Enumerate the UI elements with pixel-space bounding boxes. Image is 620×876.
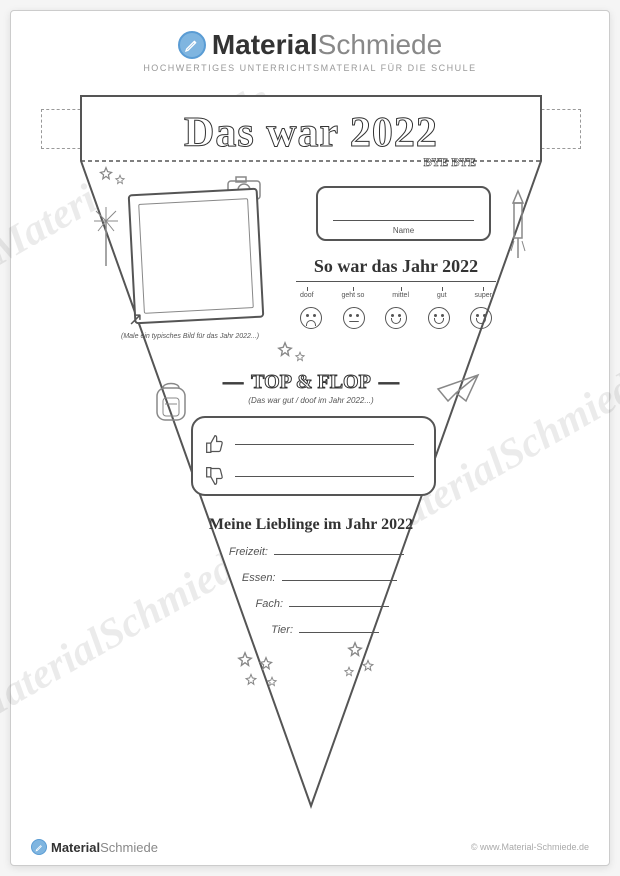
favorite-line [289, 606, 389, 607]
footer-brand: MaterialSchmiede [51, 840, 158, 855]
tagline: HOCHWERTIGES UNTERRICHTSMATERIAL FÜR DIE… [11, 63, 609, 73]
worksheet: Das war 2022 BYE BYE [41, 91, 581, 811]
top-row [205, 434, 414, 454]
rating-label: super [474, 292, 492, 299]
top-line [235, 444, 414, 445]
favorite-row[interactable]: Fach: [233, 598, 389, 610]
face-sad-icon[interactable] [300, 307, 322, 329]
favorite-label: Tier: [243, 624, 293, 636]
brand-bold: Material [212, 29, 318, 60]
topflop-title: TOP & FLOP [215, 371, 407, 394]
name-field[interactable]: Name [316, 186, 491, 241]
content-area: Das war 2022 BYE BYE [76, 91, 546, 811]
pencil-icon [178, 31, 206, 59]
star-icon [96, 166, 136, 196]
favorite-line [274, 554, 404, 555]
photo-caption: (Male ein typisches Bild für das Jahr 20… [121, 333, 259, 340]
favorites-section: Meine Lieblinge im Jahr 2022 Freizeit: E… [76, 516, 546, 636]
favorite-label: Freizeit: [218, 546, 268, 558]
favorite-line [299, 632, 379, 633]
favorites-rows: Freizeit: Essen: Fach: Tier: [76, 546, 546, 636]
rating-label: geht so [341, 292, 364, 299]
rocket-icon [501, 186, 536, 266]
thumbs-up-icon [205, 434, 225, 454]
pencil-icon [31, 839, 47, 855]
favorites-title: Meine Lieblinge im Jahr 2022 [76, 516, 546, 534]
favorite-label: Essen: [226, 572, 276, 584]
topflop-box[interactable] [191, 416, 436, 496]
flop-row [205, 466, 414, 486]
favorite-row[interactable]: Tier: [243, 624, 379, 636]
favorite-row[interactable]: Essen: [226, 572, 397, 584]
name-line [333, 220, 474, 221]
brand-light: Schmiede [318, 29, 443, 60]
page: MaterialSchmiede MaterialSchmiede Materi… [10, 10, 610, 866]
favorite-row[interactable]: Freizeit: [218, 546, 404, 558]
face-happy-icon[interactable] [428, 307, 450, 329]
rating-scale: doof geht so mittel gut super [296, 292, 496, 299]
rating-title: So war das Jahr 2022 [296, 256, 496, 277]
thumbs-down-icon [205, 466, 225, 486]
rating-line [296, 281, 496, 282]
topflop-section: TOP & FLOP (Das war gut / doof im Jahr 2… [76, 371, 546, 405]
photo-inner [138, 198, 254, 314]
footer-logo: MaterialSchmiede [31, 839, 158, 855]
footer: MaterialSchmiede © www.Material-Schmiede… [31, 839, 589, 855]
topflop-subtitle: (Das war gut / doof im Jahr 2022...) [76, 396, 546, 405]
face-super-icon[interactable] [470, 307, 492, 329]
rating-section: So war das Jahr 2022 doof geht so mittel… [296, 256, 496, 329]
rating-label: mittel [392, 292, 409, 299]
face-meh-icon[interactable] [343, 307, 365, 329]
favorite-line [282, 580, 397, 581]
rating-faces[interactable] [296, 307, 496, 329]
favorite-label: Fach: [233, 598, 283, 610]
header: MaterialSchmiede HOCHWERTIGES UNTERRICHT… [11, 11, 609, 73]
star-icon [236, 651, 296, 701]
photo-frame[interactable] [128, 188, 265, 325]
brand-name: MaterialSchmiede [212, 29, 442, 61]
star-icon [341, 641, 391, 691]
byebye-text: BYE BYE [424, 155, 476, 170]
rating-label: gut [437, 292, 447, 299]
rating-label: doof [300, 292, 314, 299]
logo-row: MaterialSchmiede [11, 29, 609, 61]
footer-url: © www.Material-Schmiede.de [471, 842, 589, 852]
face-ok-icon[interactable] [385, 307, 407, 329]
arrow-icon: ↗ [128, 309, 143, 330]
name-label: Name [318, 226, 489, 235]
worksheet-title: Das war 2022 [76, 109, 546, 157]
flop-line [235, 476, 414, 477]
star-icon [276, 341, 316, 371]
sparkler-icon [86, 201, 126, 271]
